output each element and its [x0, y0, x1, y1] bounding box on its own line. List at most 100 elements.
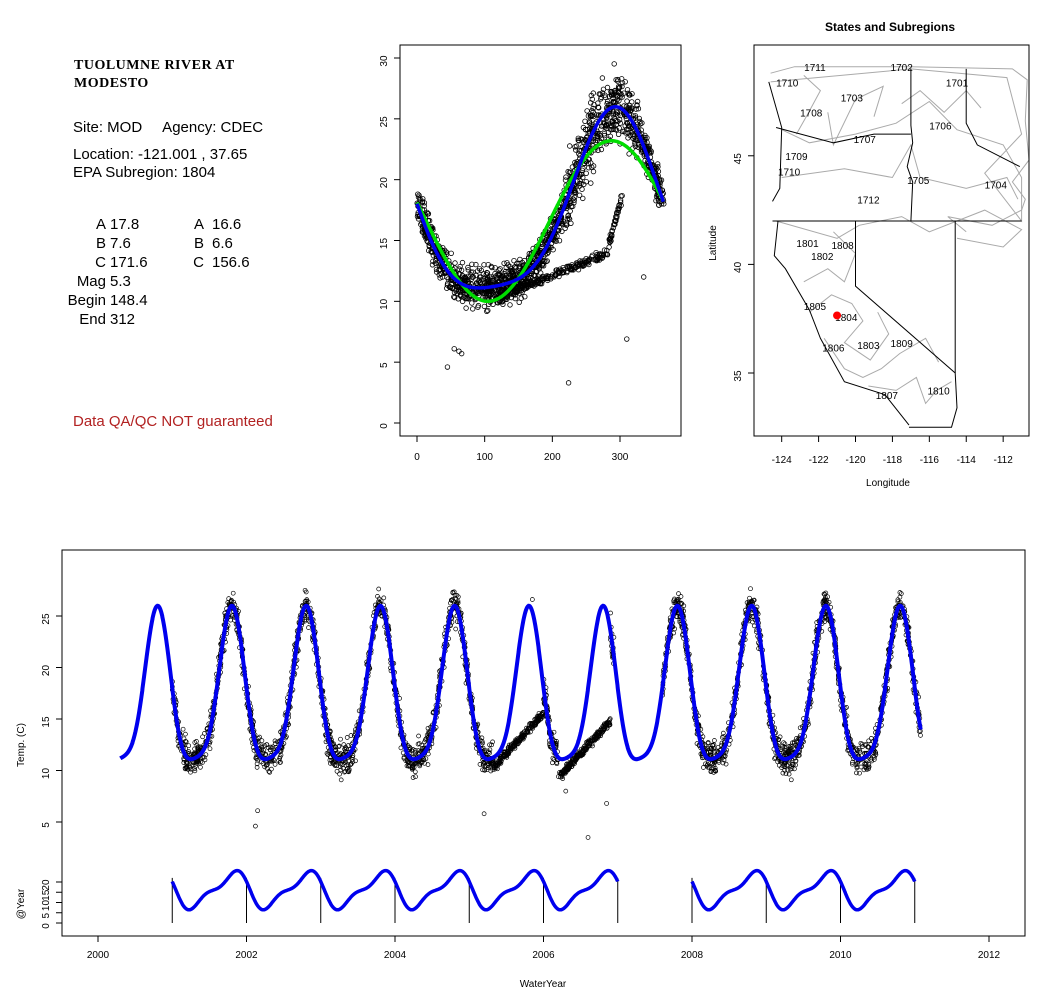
- data-point: [503, 273, 509, 279]
- subregion-boundary: [809, 294, 890, 361]
- data-point: [519, 284, 525, 291]
- data-point: [594, 254, 601, 261]
- data-point: [624, 120, 630, 126]
- data-point: [599, 75, 606, 81]
- data-point: [513, 288, 519, 295]
- data-point: [580, 124, 587, 131]
- data-point: [529, 281, 535, 287]
- x-tick-label: 2010: [829, 950, 852, 961]
- data-point: [272, 762, 278, 767]
- data-point: [616, 89, 622, 96]
- data-point: [345, 743, 351, 748]
- data-point: [412, 769, 418, 775]
- data-point: [416, 733, 421, 739]
- data-point: [425, 725, 431, 731]
- data-point: [596, 131, 602, 137]
- data-point: [492, 265, 498, 271]
- data-point: [748, 586, 753, 592]
- data-point: [515, 288, 521, 295]
- subregion-label: 1810: [927, 387, 950, 398]
- subregion-label: 1707: [854, 135, 877, 146]
- data-point: [626, 123, 632, 130]
- data-point: [598, 126, 604, 132]
- subregion-label: 1704: [985, 180, 1008, 191]
- data-point: [550, 760, 555, 766]
- data-point: [618, 193, 624, 199]
- data-point: [619, 80, 626, 86]
- data-point: [516, 285, 522, 292]
- x-axis-label: Longitude: [866, 478, 910, 489]
- data-point: [192, 768, 198, 774]
- data-point: [473, 272, 479, 279]
- data-point: [613, 215, 620, 221]
- data-point: [594, 137, 600, 144]
- data-point: [455, 296, 461, 302]
- x-tick-label: 100: [476, 452, 493, 463]
- data-point: [254, 765, 260, 770]
- data-point: [548, 276, 554, 282]
- data-point: [590, 163, 597, 169]
- subregion-label: 1804: [835, 313, 858, 324]
- data-point: [572, 144, 578, 150]
- y-tick-label: 20: [41, 665, 52, 677]
- data-point: [516, 299, 522, 305]
- data-point: [559, 221, 566, 227]
- map-chart: States and Subregions1702170117111710170…: [708, 20, 1030, 489]
- y-tick-label: 15: [379, 238, 390, 250]
- data-point: [567, 169, 574, 175]
- state-border: [775, 127, 911, 144]
- data-point: [575, 137, 581, 143]
- data-point: [608, 122, 615, 129]
- data-point: [606, 244, 612, 250]
- data-point: [456, 288, 462, 295]
- data-point: [624, 336, 630, 342]
- subregion-label: 1705: [907, 176, 930, 187]
- subregion-boundary: [823, 337, 940, 378]
- data-point: [490, 739, 495, 745]
- data-point: [579, 186, 585, 192]
- data-point: [415, 191, 421, 197]
- data-point: [437, 275, 443, 281]
- data-point: [344, 735, 350, 740]
- data-point: [473, 261, 479, 268]
- data-point: [481, 303, 488, 310]
- data-point: [588, 160, 594, 166]
- data-point: [632, 136, 638, 143]
- data-point: [518, 282, 525, 288]
- data-point: [476, 278, 482, 285]
- data-point: [624, 98, 630, 104]
- data-point: [511, 258, 517, 264]
- subregion-label: 1703: [841, 93, 864, 104]
- state-border: [855, 221, 958, 428]
- data-point: [576, 147, 582, 154]
- data-point: [573, 147, 579, 153]
- data-point: [585, 258, 591, 265]
- y-tick-label: 25: [379, 116, 390, 128]
- data-point: [575, 135, 581, 141]
- site-title-line1: TUOLUMNE RIVER AT: [74, 58, 235, 73]
- data-point: [486, 280, 492, 286]
- map-frame: [753, 44, 1030, 437]
- x-tick-label: -122: [809, 455, 829, 466]
- data-point: [601, 132, 608, 139]
- map-title: States and Subregions: [825, 20, 955, 34]
- subregion-label: 1706: [929, 122, 952, 133]
- data-point: [619, 94, 625, 100]
- data-point: [617, 199, 624, 205]
- subregion-boundary: [901, 89, 982, 113]
- data-point: [632, 140, 638, 147]
- epa-subregion: EPA Subregion: 1804: [73, 164, 216, 181]
- data-point: [625, 135, 631, 141]
- data-point: [567, 143, 573, 149]
- data-point: [599, 123, 605, 129]
- data-point: [469, 300, 475, 306]
- y-tick-label: 25: [41, 613, 52, 625]
- data-point: [576, 192, 583, 198]
- data-point: [468, 269, 474, 275]
- data-point: [381, 595, 387, 601]
- x-tick-label: 2000: [87, 950, 110, 961]
- data-point: [449, 285, 455, 291]
- y-tick-label: 15: [41, 716, 52, 728]
- data-point: [429, 262, 436, 268]
- data-point: [607, 239, 613, 245]
